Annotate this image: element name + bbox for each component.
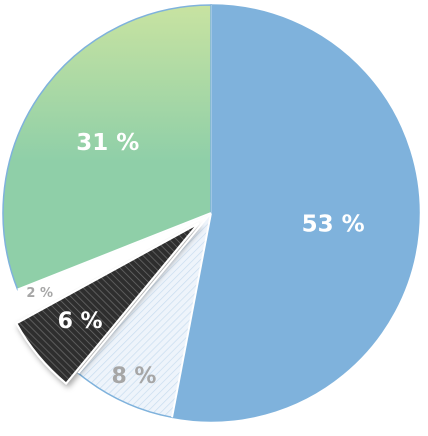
pie-slice-label: 31 % <box>76 130 139 156</box>
pie-slice-3 <box>15 222 200 385</box>
pie-slice-label: 8 % <box>111 364 156 389</box>
pie-labels: 53 % 8 % 6 % 2 % 31 % <box>26 130 364 389</box>
pie-slice-5 <box>2 4 212 291</box>
pie-slice-label: 6 % <box>58 309 103 334</box>
slice-separator <box>171 212 212 418</box>
pie-slice-label: 53 % <box>302 212 365 238</box>
pie-slice-label: 2 % <box>26 286 53 301</box>
pie-slice-2 <box>77 212 212 419</box>
slice-separator <box>77 212 212 374</box>
slice-separator <box>28 212 212 315</box>
slice-separator <box>17 212 212 291</box>
pie-slice-1 <box>171 4 420 422</box>
pie-slices <box>2 4 420 422</box>
